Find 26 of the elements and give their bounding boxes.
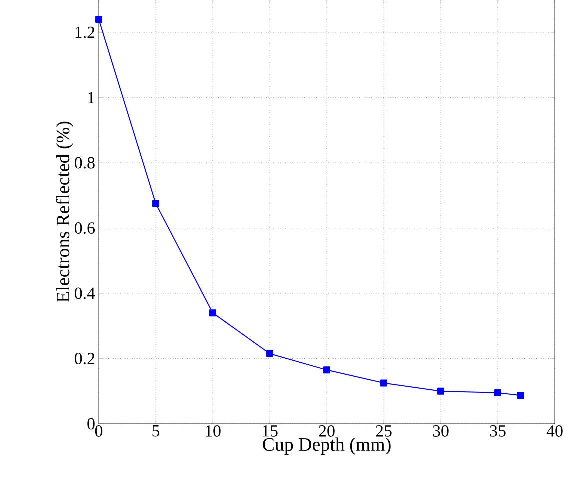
x-tick-label: 25 — [376, 426, 392, 437]
x-axis-title: Cup Depth (mm) — [263, 438, 391, 455]
point — [266, 350, 274, 358]
y-tick-label: 0.4 — [74, 288, 96, 300]
point — [380, 380, 388, 387]
y-tick-label: 0.8 — [74, 157, 95, 169]
point — [96, 16, 102, 24]
y-tick-label: 0.2 — [74, 353, 95, 364]
x-tick-label: 15 — [263, 426, 278, 437]
x-tick-label: 35 — [490, 426, 506, 437]
x-tick-label: 5 — [152, 426, 160, 437]
x-tick-label: 10 — [206, 426, 221, 437]
y-axis-title: Electrons Reflected (%) — [56, 122, 74, 302]
point — [152, 200, 160, 208]
point — [494, 390, 502, 396]
y-tick-label: 1.2 — [76, 26, 95, 38]
point — [210, 310, 216, 317]
x-tick-label: 20 — [319, 426, 335, 437]
point — [517, 392, 524, 400]
y-tick-label: 1 — [88, 92, 94, 104]
x-tick-label: 30 — [433, 426, 449, 437]
point — [438, 388, 444, 395]
x-tick-label: 0 — [95, 426, 103, 437]
x-tick-label: 40 — [546, 426, 563, 437]
point — [324, 366, 330, 374]
y-tick-label: 0.6 — [74, 222, 95, 234]
